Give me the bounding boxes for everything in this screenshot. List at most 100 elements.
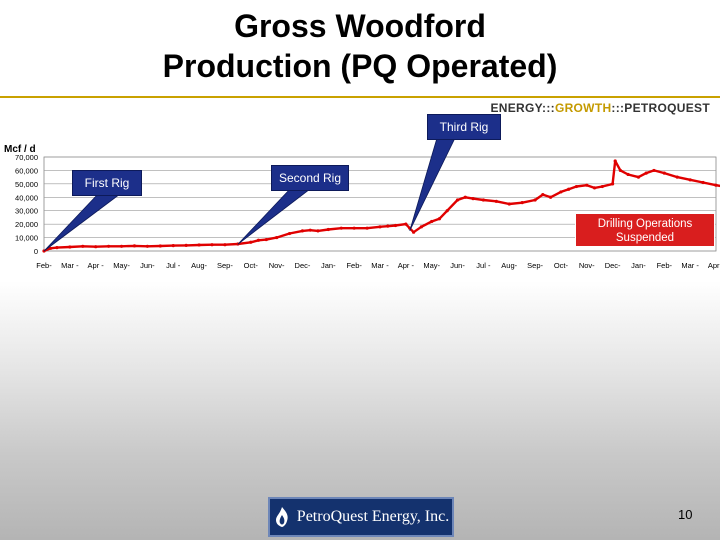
- y-tick-label: 30,000: [15, 207, 38, 216]
- data-point: [378, 225, 382, 229]
- data-point: [236, 242, 240, 246]
- x-tick-label: Apr -: [398, 261, 415, 270]
- data-point: [507, 202, 511, 206]
- data-point: [145, 244, 149, 248]
- data-point: [42, 249, 46, 253]
- data-point: [574, 184, 579, 189]
- data-point: [430, 219, 434, 224]
- data-point: [445, 209, 449, 213]
- callout-rig: Second Rig: [271, 165, 349, 191]
- data-point: [339, 226, 343, 230]
- x-tick-label: Jul -: [166, 261, 181, 270]
- callout-drilling-suspended: Drilling Operations Suspended: [575, 213, 715, 247]
- data-point: [68, 245, 72, 249]
- data-point: [419, 225, 423, 229]
- x-tick-label: Apr -: [88, 261, 105, 270]
- x-tick-label: Mar -: [681, 261, 699, 270]
- company-logo: PetroQuest Energy, Inc.: [268, 497, 454, 537]
- data-point: [455, 198, 460, 202]
- data-point: [652, 168, 656, 173]
- data-point: [393, 223, 398, 228]
- data-point: [408, 226, 412, 230]
- data-point: [714, 183, 718, 187]
- x-tick-label: Dec-: [605, 261, 621, 270]
- data-point: [541, 193, 545, 197]
- data-point: [210, 243, 214, 247]
- data-point: [55, 246, 59, 250]
- title-line-1: Gross Woodford: [234, 8, 486, 44]
- y-tick-label: 40,000: [15, 193, 38, 202]
- data-point: [675, 175, 679, 179]
- brand-petroquest: :::PETROQUEST: [611, 101, 710, 115]
- x-tick-label: Jan-: [321, 261, 336, 270]
- y-tick-label: 70,000: [15, 153, 38, 162]
- data-point: [613, 159, 617, 163]
- data-point: [688, 178, 692, 182]
- x-tick-label: Jan-: [631, 261, 646, 270]
- data-point: [494, 199, 498, 203]
- page-title: Gross Woodford Production (PQ Operated): [0, 6, 720, 86]
- x-tick-label: Mar -: [371, 261, 389, 270]
- data-point: [404, 222, 408, 226]
- x-tick-label: May-: [113, 261, 130, 270]
- y-tick-label: 60,000: [15, 166, 38, 175]
- data-point: [386, 224, 390, 228]
- callout-rig: Third Rig: [427, 114, 501, 140]
- x-tick-label: Nov-: [579, 261, 595, 270]
- data-point: [171, 244, 175, 248]
- data-point: [471, 197, 475, 201]
- flame-icon: [275, 507, 288, 527]
- data-point: [223, 243, 227, 247]
- x-tick-label: May-: [423, 261, 440, 270]
- data-point: [316, 229, 320, 233]
- logo-text: PetroQuest Energy, Inc.: [296, 508, 450, 525]
- x-tick-label: Jun-: [140, 261, 155, 270]
- data-point: [644, 171, 648, 175]
- data-point: [592, 186, 597, 190]
- callout-rig: First Rig: [72, 170, 142, 196]
- data-point: [626, 172, 630, 177]
- data-point: [662, 171, 666, 175]
- x-tick-label: Sep-: [217, 261, 233, 270]
- page-number: 10: [678, 507, 693, 522]
- y-tick-label: 10,000: [15, 234, 38, 243]
- data-point: [275, 235, 279, 240]
- brand-energy: ENERGY:::: [490, 101, 555, 115]
- data-point: [48, 246, 53, 250]
- x-tick-label: Oct-: [554, 261, 569, 270]
- brand-tagline: ENERGY:::GROWTH:::PETROQUEST: [490, 101, 710, 115]
- data-point: [481, 198, 485, 202]
- data-point: [308, 228, 312, 232]
- data-point: [437, 217, 442, 221]
- x-tick-label: Jun-: [450, 261, 465, 270]
- data-point: [701, 180, 705, 185]
- data-point: [132, 244, 137, 248]
- x-tick-label: Nov-: [269, 261, 285, 270]
- y-axis-label: Mcf / d: [4, 144, 36, 155]
- x-tick-label: Aug-: [501, 261, 517, 270]
- data-point: [326, 227, 330, 232]
- data-point: [352, 226, 356, 230]
- data-point: [107, 244, 111, 248]
- data-point: [119, 244, 124, 248]
- data-point: [197, 243, 201, 247]
- data-point: [567, 187, 571, 191]
- y-tick-label: 20,000: [15, 220, 38, 229]
- title-divider: [0, 96, 720, 98]
- data-point: [600, 184, 604, 189]
- data-point: [158, 244, 162, 248]
- x-tick-label: Apr -: [708, 261, 720, 270]
- x-tick-label: Oct-: [244, 261, 259, 270]
- brand-growth: GROWTH: [554, 101, 612, 115]
- data-point: [94, 245, 98, 249]
- data-point: [463, 195, 467, 199]
- data-point: [520, 201, 524, 205]
- x-tick-label: Feb-: [36, 261, 52, 270]
- x-tick-label: Feb-: [657, 261, 673, 270]
- production-chart: 0 10,000 20,000 30,000 40,000 50,000 60,000 70,…: [15, 153, 720, 270]
- data-point: [287, 231, 292, 236]
- x-tick-label: Sep-: [527, 261, 543, 270]
- data-point: [636, 175, 641, 179]
- x-tick-label: Mar -: [61, 261, 79, 270]
- data-point: [365, 226, 369, 230]
